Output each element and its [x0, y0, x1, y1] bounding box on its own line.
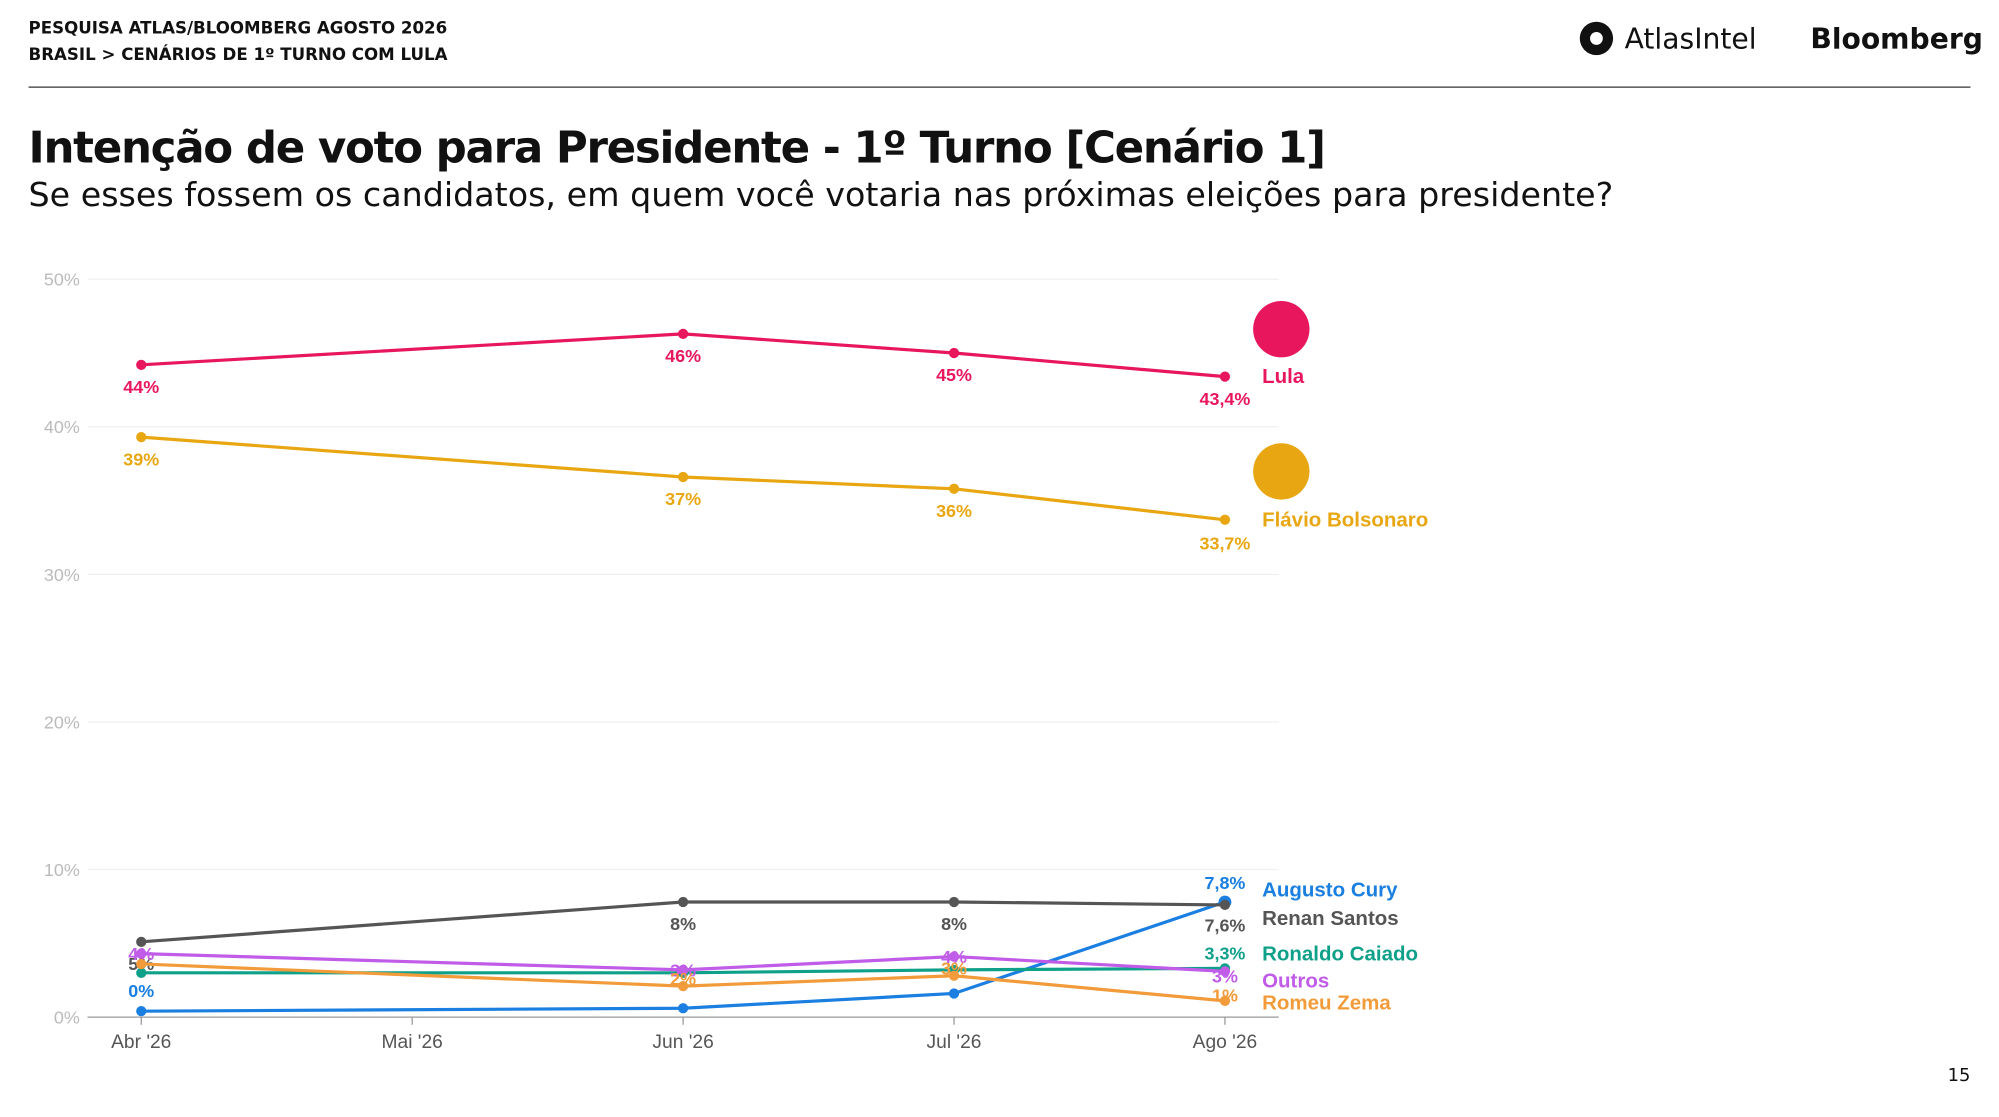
series-name: Augusto Cury	[1262, 879, 1398, 902]
data-point	[136, 359, 147, 370]
data-point	[1219, 514, 1231, 525]
data-point	[136, 967, 147, 978]
logo-icon	[1590, 32, 1603, 45]
data-point	[948, 347, 960, 359]
data-point	[136, 1006, 147, 1017]
series-line	[141, 900, 1226, 1013]
series-line	[141, 966, 1225, 975]
value-label: 7,8%	[1205, 873, 1246, 893]
value-label: 3%	[941, 958, 967, 978]
series-line	[141, 952, 1226, 973]
y-tick-label: 50%	[44, 270, 80, 290]
value-label: 37%	[665, 489, 701, 509]
value-label: 33,7%	[1200, 534, 1251, 554]
data-point	[677, 471, 689, 483]
value-label: 43,4%	[1200, 389, 1251, 409]
value-label: 7,6%	[1205, 915, 1246, 935]
data-point	[948, 970, 960, 981]
series-name: Ronaldo Caiado	[1262, 943, 1418, 966]
data-point	[677, 896, 689, 908]
value-label: 0%	[128, 981, 154, 1001]
avatar	[1253, 443, 1310, 500]
value-label: 46%	[665, 346, 701, 366]
data-point	[1219, 966, 1231, 977]
data-point	[677, 980, 689, 992]
y-tick-label: 30%	[44, 565, 80, 585]
value-label: 45%	[936, 365, 972, 385]
series-name: Renan Santos	[1262, 907, 1399, 930]
avatar	[1253, 301, 1310, 358]
logo: Bloomberg	[1810, 23, 1983, 56]
value-label: 2%	[670, 969, 696, 989]
data-point	[677, 964, 689, 975]
y-tick-label: 0%	[54, 1007, 80, 1027]
series-line	[141, 435, 1226, 522]
series-line	[141, 962, 1226, 1003]
chart-title: Intenção de voto para Presidente - 1º Tu…	[29, 124, 1325, 174]
value-label: 8%	[941, 914, 967, 934]
data-point	[136, 936, 147, 947]
series-name: Lula	[1262, 365, 1305, 388]
value-label: 4%	[128, 944, 154, 964]
value-label: 44%	[123, 377, 159, 397]
value-label: 1%	[1212, 986, 1238, 1006]
series-name: Romeu Zema	[1262, 991, 1391, 1014]
data-point	[948, 483, 960, 494]
x-tick-label: Jun '26	[652, 1032, 713, 1053]
data-point	[136, 948, 147, 959]
value-label: 8%	[670, 914, 696, 934]
y-tick-label: 20%	[44, 712, 80, 732]
data-point	[677, 1003, 689, 1014]
logo: AtlasIntel	[1625, 23, 1757, 56]
value-label: 3%	[670, 960, 696, 980]
chart-subtitle: Se esses fossem os candidatos, em quem v…	[29, 175, 1614, 214]
page-number: 15	[1948, 1065, 1971, 1086]
value-label: 3%	[1212, 966, 1238, 986]
data-point	[948, 951, 960, 962]
header-line: PESQUISA ATLAS/BLOOMBERG AGOSTO 2026	[29, 18, 448, 37]
data-point	[1219, 371, 1231, 382]
y-tick-label: 40%	[44, 417, 80, 437]
series-name: Flávio Bolsonaro	[1262, 508, 1428, 531]
data-point	[677, 328, 689, 339]
series-line	[141, 900, 1225, 944]
data-point	[1219, 995, 1231, 1006]
data-point	[136, 432, 147, 443]
x-tick-label: Mai '26	[382, 1032, 443, 1053]
data-point	[1219, 899, 1231, 911]
data-point	[948, 896, 960, 908]
series-line	[141, 332, 1226, 379]
y-tick-label: 10%	[44, 860, 80, 880]
header-line: BRASIL > CENÁRIOS DE 1º TURNO COM LULA	[29, 45, 448, 64]
x-tick-label: Jul '26	[927, 1032, 982, 1053]
value-label: 3,3%	[1205, 943, 1246, 963]
series-name: Outros	[1262, 970, 1329, 993]
x-tick-label: Abr '26	[111, 1032, 171, 1053]
value-label: 36%	[936, 501, 972, 521]
value-label: 39%	[123, 449, 159, 469]
data-point	[948, 988, 960, 999]
x-tick-label: Ago '26	[1193, 1032, 1258, 1053]
value-label: 4%	[941, 947, 967, 967]
data-point	[136, 958, 147, 970]
